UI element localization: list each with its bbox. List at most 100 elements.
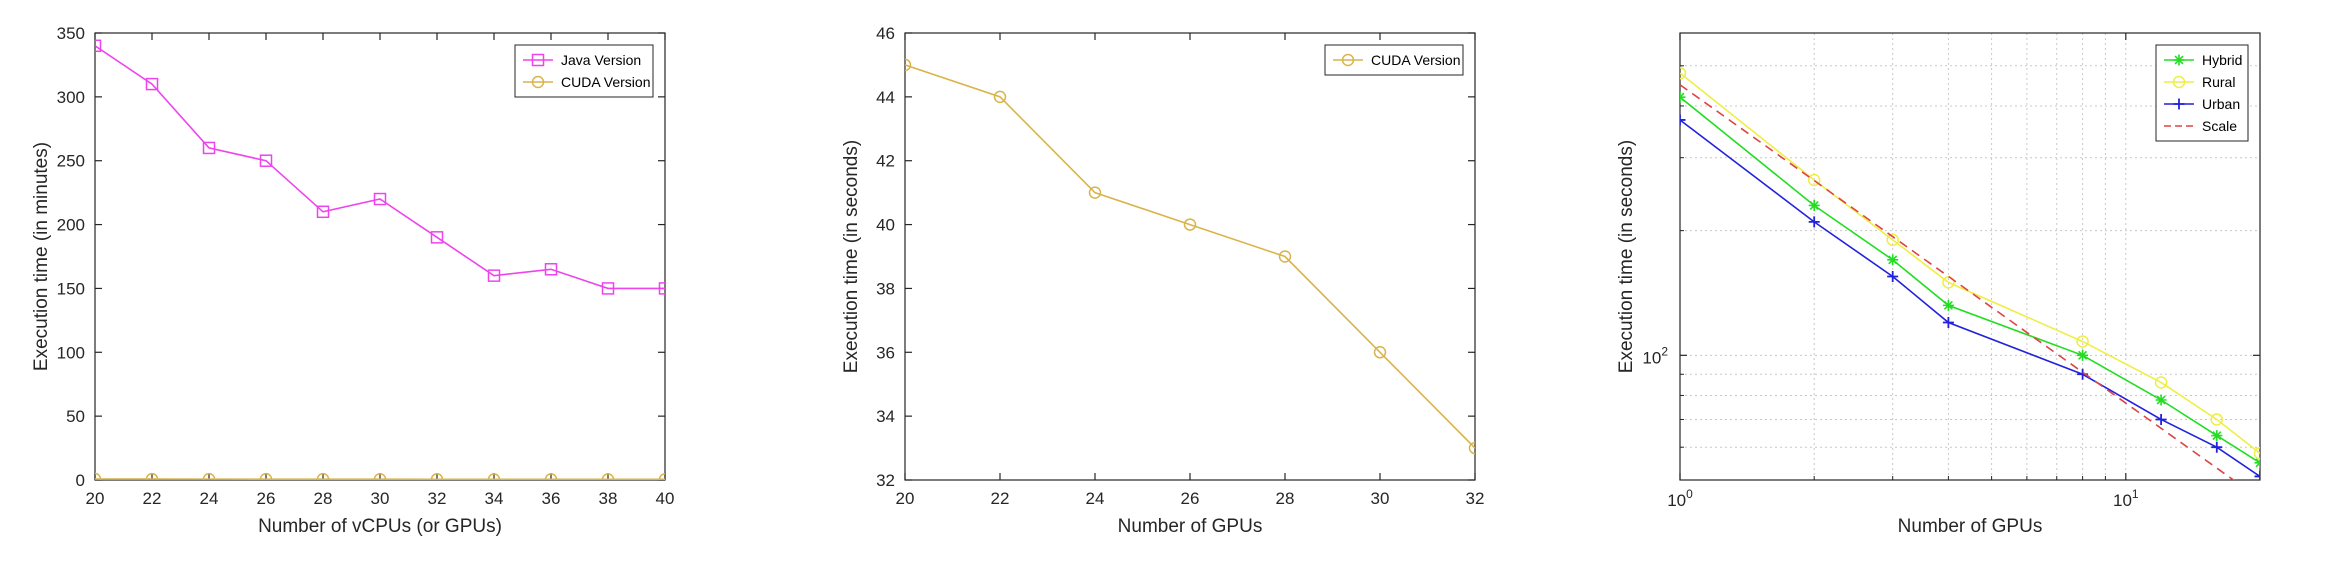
x-tick-label: 24 [200,489,219,508]
data-point [601,473,615,480]
x-tick-label: 38 [599,489,618,508]
x-tick-label: 36 [542,489,561,508]
data-point [1942,317,1954,329]
data-point [2254,470,2260,480]
y-tick-label: 40 [876,216,895,235]
series-line [95,45,665,290]
x-tick-label: 30 [371,489,390,508]
x-tick-label: 34 [485,489,504,508]
series-line [1680,119,2260,478]
data-point [1886,233,1899,247]
data-point [1808,216,1820,228]
x-axis-label: Number of GPUs [1898,516,2043,537]
data-point [1680,114,1686,126]
y-tick-label: 150 [57,279,85,298]
data-point [2154,376,2168,389]
legend-marker [531,75,545,89]
data-point [1373,346,1387,359]
x-tick-label: 28 [1276,489,1295,508]
y-tick-label: 250 [57,152,85,171]
legend-marker [1341,53,1355,67]
data-point [1680,66,1687,80]
data-point [993,90,1007,104]
data-point [1680,91,1686,103]
x-tick-label: 22 [991,489,1010,508]
data-point [2253,447,2260,460]
x-tick-label: 32 [1466,489,1485,508]
data-point [430,231,444,244]
y-axis-label: Execution time (in minutes) [31,142,52,371]
data-point [145,77,159,91]
x-tick-label: 26 [1181,489,1200,508]
legend-label: CUDA Version [561,74,650,90]
series-line [1680,84,2235,480]
data-point [145,472,159,480]
data-point [1887,254,1899,266]
data-point [430,473,444,480]
data-point [316,205,330,219]
x-tick-label: 28 [314,489,333,508]
x-axis-label: Number of vCPUs (or GPUs) [258,516,502,537]
series-cuda-version [95,472,665,480]
data-point [2211,441,2223,453]
data-point [2155,394,2167,406]
y-tick-label: 42 [876,152,895,171]
y-tick-label: 300 [57,88,85,107]
data-point [905,58,912,72]
x-tick-label: 24 [1086,489,1105,508]
legend-marker [2173,54,2185,66]
data-point [202,141,216,155]
data-point [373,192,387,206]
x-tick-label: 40 [656,489,675,508]
data-point [2210,413,2224,426]
y-axis-label: Execution time (in seconds) [841,140,862,373]
legend-label: CUDA Version [1371,52,1460,68]
data-point [259,472,273,480]
x-tick-label: 101 [2113,487,2139,510]
legend-label: Java Version [561,52,641,68]
plot-frame [94,32,666,481]
series-urban [1680,114,2260,480]
x-tick-label: 26 [257,489,276,508]
legend-label: Hybrid [2202,52,2242,68]
data-point [2211,430,2223,442]
legend-label: Scale [2202,118,2237,134]
data-point [1942,299,1954,311]
data-point [2155,413,2167,425]
y-tick-label: 38 [876,279,895,298]
y-tick-label: 350 [57,24,85,43]
legend-marker [2172,75,2186,89]
data-point [658,473,665,480]
chart-1: 20 22 24 26 28 30 32 34 36 38 40 0 50 100 150 200 250 300… [31,24,674,537]
legend-marker [2173,98,2185,110]
legend-box [514,44,654,98]
series-java-version [95,39,665,295]
chart-3: 100 101 102 Number of GPUs Execution time (i… [1616,32,2261,537]
legend-marker [531,53,545,67]
data-point [373,472,387,480]
data-point [316,472,330,480]
x-tick-label: 30 [1371,489,1390,508]
legend: Hybrid Rural Urban Scale [2155,44,2249,142]
y-tick-label: 46 [876,24,895,43]
y-tick-label: 102 [1642,344,1668,367]
plot-frame [904,32,1476,481]
y-tick-label: 36 [876,343,895,362]
data-point [1468,441,1475,455]
data-point [1807,173,1821,187]
data-point [95,472,102,480]
data-point [2076,335,2089,348]
y-tick-label: 32 [876,471,895,490]
series-hybrid [1680,91,2260,469]
series-line [905,64,1475,449]
data-point [544,263,558,276]
data-point [1183,218,1197,231]
y-tick-label: 44 [876,88,895,107]
y-tick-label: 50 [66,407,85,426]
legend-label: Urban [2202,96,2240,112]
x-tick-label: 22 [143,489,162,508]
data-point [487,473,501,480]
y-tick-label: 0 [76,471,85,490]
data-point [202,472,216,480]
